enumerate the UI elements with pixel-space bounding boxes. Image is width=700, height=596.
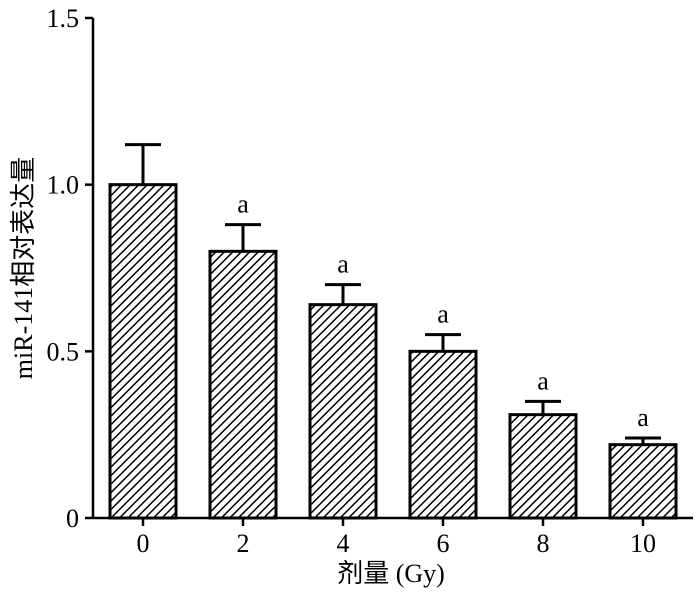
bar [508,413,578,520]
y-tick-label: 0 [66,504,79,533]
significance-annotation: a [637,403,649,432]
y-tick-label: 1.0 [47,171,80,200]
significance-annotation: a [337,250,349,279]
ticks-layer: 0 0.5 1.0 1.5 0 2 4 6 8 10 [47,4,657,558]
axes-layer [91,18,693,520]
significance-annotation: a [437,300,449,329]
bar [608,443,678,520]
significance-annotation: a [537,366,549,395]
bars-layer: a a a a a [108,143,678,520]
bar [308,303,378,520]
bar [208,249,278,520]
x-tick-label: 0 [137,529,150,558]
x-tick-label: 10 [630,529,656,558]
x-tick-label: 6 [437,529,450,558]
x-axis-title: 剂量 (Gy) [337,559,445,588]
significance-annotation: a [237,190,249,219]
y-tick-label: 1.5 [47,4,80,33]
y-tick-label: 0.5 [47,337,80,366]
x-tick-label: 2 [237,529,250,558]
bar [108,183,178,520]
x-tick-label: 4 [337,529,350,558]
x-tick-label: 8 [537,529,550,558]
y-axis-title: miR-141相对表达量 [9,157,38,379]
bar [408,349,478,520]
